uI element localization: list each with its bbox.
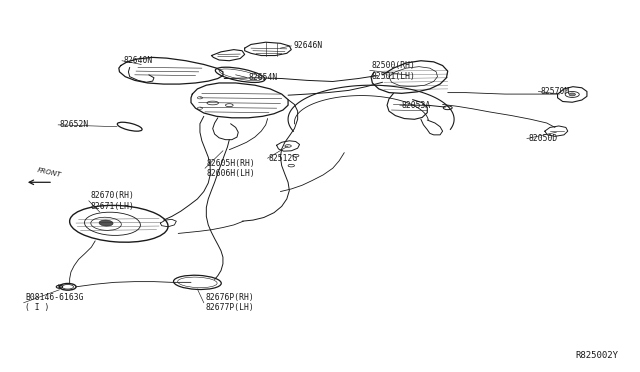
Text: 82500(RH)
82501(LH): 82500(RH) 82501(LH) <box>371 61 415 81</box>
Text: 82605H(RH)
82606H(LH): 82605H(RH) 82606H(LH) <box>206 158 255 178</box>
Text: R825002Y: R825002Y <box>576 351 619 360</box>
Text: FRONT: FRONT <box>36 167 62 178</box>
Text: 82512G: 82512G <box>269 154 298 163</box>
Text: 82053A: 82053A <box>402 101 431 110</box>
Text: R: R <box>58 284 61 289</box>
Text: 82670(RH)
82671(LH): 82670(RH) 82671(LH) <box>90 191 134 211</box>
Text: B08146-6163G
( I ): B08146-6163G ( I ) <box>25 293 83 312</box>
Ellipse shape <box>569 93 575 96</box>
Text: 82676P(RH)
82677P(LH): 82676P(RH) 82677P(LH) <box>205 293 254 312</box>
Text: 82654N: 82654N <box>248 73 278 82</box>
Text: 82570M: 82570M <box>540 87 570 96</box>
Text: 92646N: 92646N <box>293 41 323 51</box>
Text: 82050D: 82050D <box>528 134 557 143</box>
Text: 82640N: 82640N <box>124 56 153 65</box>
Ellipse shape <box>99 220 113 226</box>
Text: 82652N: 82652N <box>60 121 89 129</box>
